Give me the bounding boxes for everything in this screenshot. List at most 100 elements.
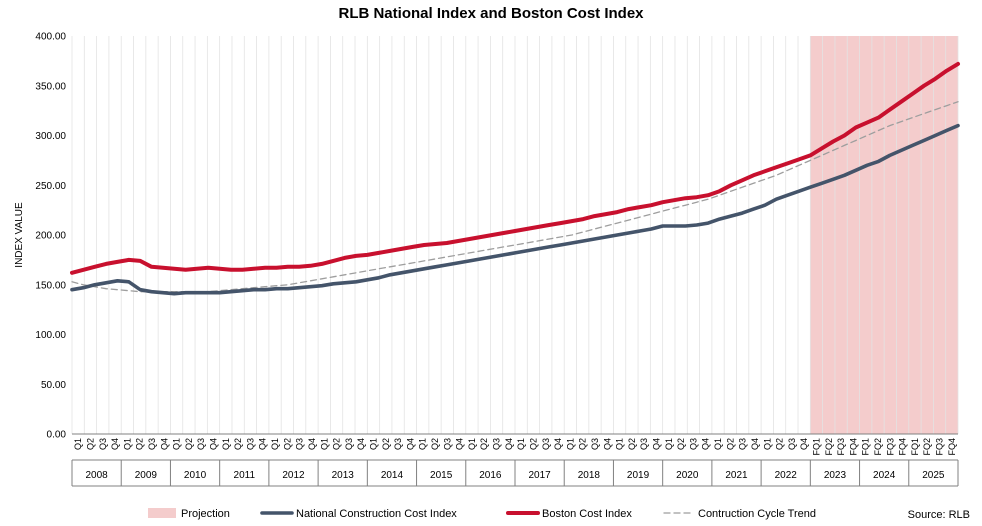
x-tick-label: Q2 xyxy=(676,438,686,450)
x-tick-label: Q1 xyxy=(368,438,378,450)
x-tick-label: Q2 xyxy=(85,438,95,450)
year-label: 2015 xyxy=(430,470,453,481)
x-tick-label: Q2 xyxy=(479,438,489,450)
x-tick-label: FQ1 xyxy=(811,438,821,456)
x-tick-label: Q4 xyxy=(356,438,366,450)
x-tick-label: Q1 xyxy=(762,438,772,450)
year-label: 2022 xyxy=(775,470,798,481)
x-tick-label: Q4 xyxy=(799,438,809,450)
x-tick-label: Q3 xyxy=(147,438,157,450)
x-tick-label: Q2 xyxy=(332,438,342,450)
x-tick-label: Q3 xyxy=(98,438,108,450)
x-tick-label: FQ4 xyxy=(848,438,858,456)
year-label: 2021 xyxy=(725,470,748,481)
x-tick-label: Q1 xyxy=(565,438,575,450)
y-tick-label: 300.00 xyxy=(35,131,66,142)
x-tick-label: Q2 xyxy=(233,438,243,450)
x-tick-label: Q3 xyxy=(442,438,452,450)
x-tick-label: Q1 xyxy=(122,438,132,450)
x-tick-label: Q3 xyxy=(295,438,305,450)
series-line-0 xyxy=(70,123,960,296)
x-tick-label: Q1 xyxy=(270,438,280,450)
x-tick-label: Q4 xyxy=(405,438,415,450)
year-label: 2024 xyxy=(873,470,896,481)
x-tick-label: Q3 xyxy=(344,438,354,450)
x-tick-label: Q4 xyxy=(110,438,120,450)
x-tick-label: Q4 xyxy=(652,438,662,450)
x-tick-label: FQ4 xyxy=(898,438,908,456)
y-axis-ticks: 0.00 50.00 100.00 150.00 200.00 250.00 300.00 3… xyxy=(35,32,66,441)
x-tick-label: Q1 xyxy=(73,438,83,450)
x-tick-label: FQ2 xyxy=(922,438,932,456)
x-tick-label: Q2 xyxy=(528,438,538,450)
x-tick-label: Q3 xyxy=(541,438,551,450)
x-tick-label: Q4 xyxy=(455,438,465,450)
x-tick-label: Q4 xyxy=(258,438,268,450)
source-note: Source: RLB xyxy=(908,509,970,521)
x-tick-label: Q2 xyxy=(627,438,637,450)
x-tick-label: Q1 xyxy=(615,438,625,450)
y-tick-label: 250.00 xyxy=(35,181,66,192)
year-label: 2009 xyxy=(135,470,158,481)
year-label: 2011 xyxy=(234,470,256,481)
x-tick-label: Q3 xyxy=(688,438,698,450)
x-tick-label: Q3 xyxy=(787,438,797,450)
y-tick-label: 50.00 xyxy=(41,380,66,391)
grid-lines xyxy=(71,36,959,434)
x-tick-label: Q1 xyxy=(319,438,329,450)
x-axis: Q1 Q2 Q3 Q4 Q1 Q2 Q3 Q4 Q1 Q2 Q3 Q4 Q1 Q2 Q3 Q4 Q1 Q2 Q3 Q4… xyxy=(71,433,959,487)
x-tick-label: Q3 xyxy=(738,438,748,450)
x-tick-label: Q2 xyxy=(184,438,194,450)
series-line-2 xyxy=(71,101,959,293)
y-tick-label: 350.00 xyxy=(35,81,66,92)
legend-label-series-2: Contruction Cycle Trend xyxy=(698,508,816,520)
x-tick-label: Q1 xyxy=(221,438,231,450)
x-tick-label: Q2 xyxy=(430,438,440,450)
x-tick-label: Q1 xyxy=(713,438,723,450)
x-tick-label: Q3 xyxy=(196,438,206,450)
year-label: 2016 xyxy=(479,470,502,481)
x-tick-label: FQ3 xyxy=(935,438,945,456)
y-tick-label: 400.00 xyxy=(35,32,66,43)
y-tick-label: 200.00 xyxy=(35,231,66,242)
year-label: 2019 xyxy=(627,470,650,481)
year-label: 2013 xyxy=(332,470,355,481)
y-tick-label: 150.00 xyxy=(35,280,66,291)
x-tick-label: Q3 xyxy=(590,438,600,450)
x-tick-label: Q4 xyxy=(307,438,317,450)
x-tick-label: Q2 xyxy=(135,438,145,450)
series-group xyxy=(70,61,960,296)
chart-title: RLB National Index and Boston Cost Index xyxy=(338,5,644,22)
year-label: 2008 xyxy=(85,470,108,481)
year-label: 2014 xyxy=(381,470,404,481)
y-tick-label: 100.00 xyxy=(35,330,66,341)
y-tick-label: 0.00 xyxy=(47,430,67,441)
x-tick-label: Q2 xyxy=(282,438,292,450)
x-tick-label: Q3 xyxy=(492,438,502,450)
x-tick-label: Q3 xyxy=(639,438,649,450)
x-tick-label: Q1 xyxy=(516,438,526,450)
legend-label-series-1: Boston Cost Index xyxy=(542,508,632,520)
x-tick-label: FQ1 xyxy=(861,438,871,456)
x-tick-label: Q4 xyxy=(504,438,514,450)
x-tick-label: Q3 xyxy=(393,438,403,450)
legend-label-series-0: National Construction Cost Index xyxy=(296,508,457,520)
x-tick-label: Q2 xyxy=(381,438,391,450)
legend-swatch-projection xyxy=(148,508,176,518)
x-tick-label: FQ4 xyxy=(947,438,957,456)
year-label: 2018 xyxy=(578,470,601,481)
year-label: 2017 xyxy=(528,470,551,481)
legend-label-projection: Projection xyxy=(181,508,230,520)
x-tick-label: Q4 xyxy=(701,438,711,450)
x-tick-label: Q4 xyxy=(209,438,219,450)
x-tick-label: FQ1 xyxy=(910,438,920,456)
x-tick-label: Q1 xyxy=(664,438,674,450)
year-label: 2020 xyxy=(676,470,699,481)
x-tick-label: FQ2 xyxy=(824,438,834,456)
year-label: 2025 xyxy=(922,470,945,481)
year-label: 2010 xyxy=(184,470,207,481)
x-tick-label: Q4 xyxy=(553,438,563,450)
x-tick-label: FQ3 xyxy=(836,438,846,456)
x-tick-label: Q2 xyxy=(775,438,785,450)
